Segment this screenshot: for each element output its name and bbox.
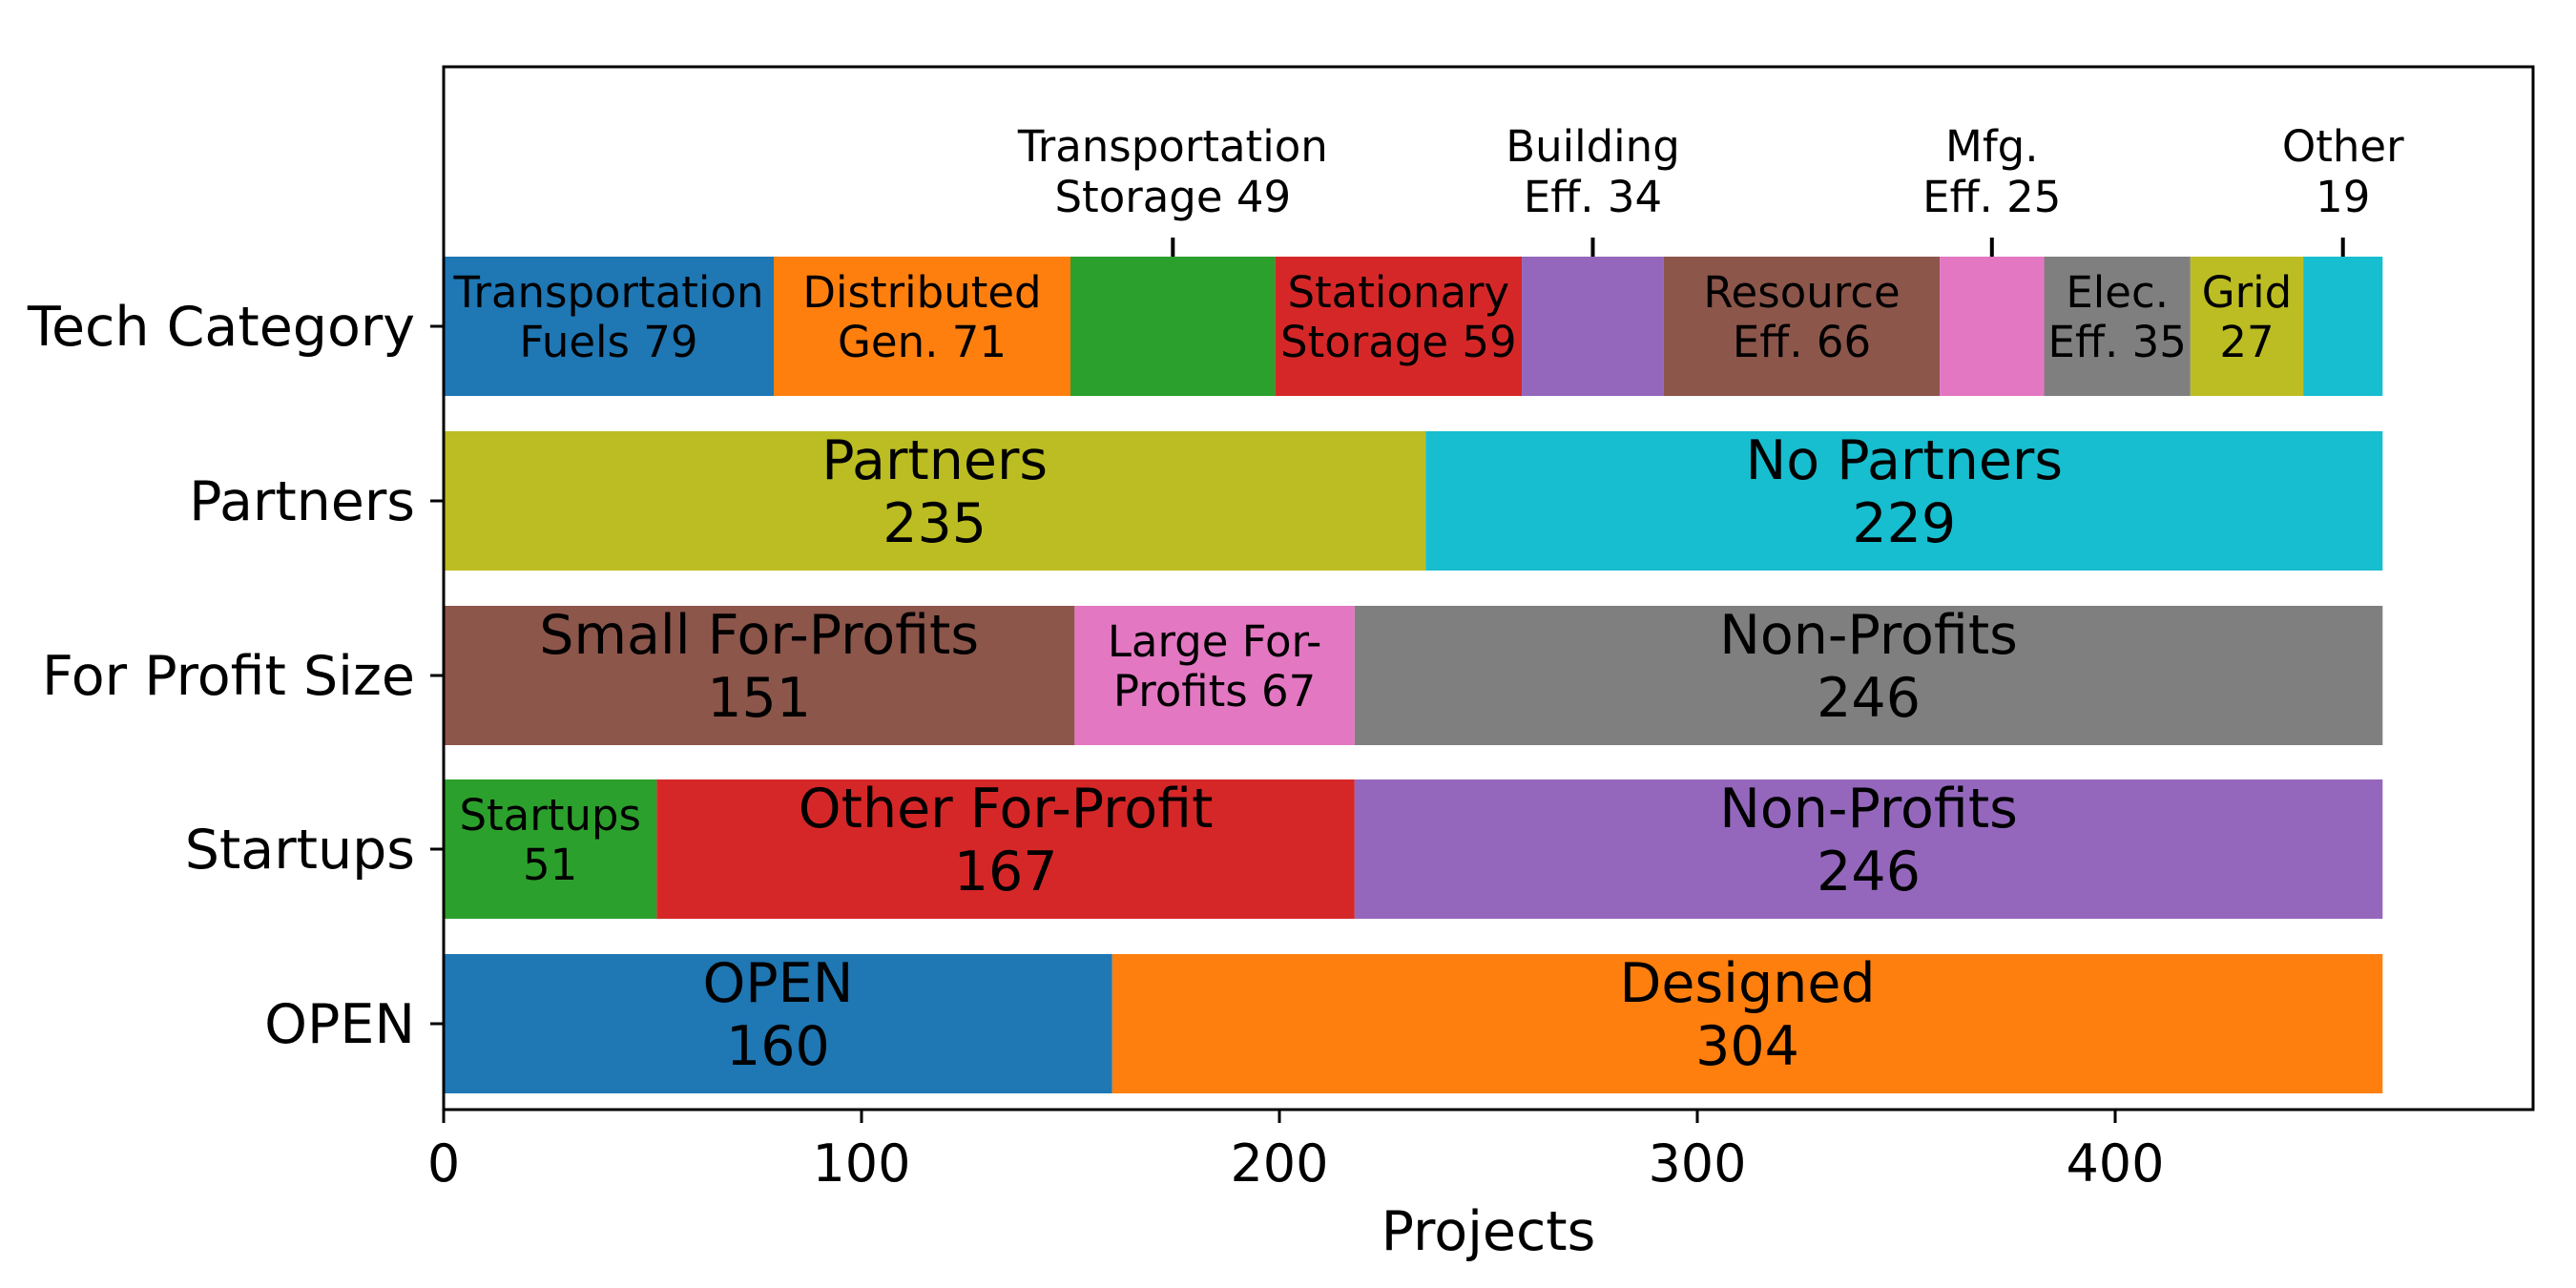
bar-label-tech-category-5-line1: Eff. 66	[1733, 317, 1871, 367]
bar-label-open-0-line1: 160	[726, 1015, 830, 1078]
bar-label-tech-category-3-line1: Storage 59	[1280, 317, 1517, 367]
bar-label-for-profit-size-1-line0: Large For-	[1108, 616, 1322, 667]
bar-label-partners-1-line1: 229	[1852, 492, 1956, 555]
bar-label-tech-category-1-line1: Gen. 71	[838, 317, 1007, 367]
y-tick-label-tech-category: Tech Category	[27, 296, 415, 359]
y-axis: Tech Category Partners For Profit Size Star…	[27, 296, 444, 1056]
bar-label-tech-category-8-line0: Grid	[2202, 267, 2292, 318]
bar-label-startups-1-line1: 167	[954, 841, 1058, 904]
bar-label-for-profit-size-0-line0: Small For-Profits	[539, 604, 979, 667]
bar-label-for-profit-size-1-line1: Profits 67	[1113, 666, 1316, 717]
callout-label-building-eff-34-line1: Eff. 34	[1524, 172, 1662, 222]
bar-label-startups-1-line0: Other For-Profit	[799, 778, 1214, 841]
bar-label-open-0-line0: OPEN	[702, 952, 853, 1015]
bar-label-startups-2-line1: 246	[1817, 841, 1921, 904]
x-tick-label-100: 100	[812, 1133, 910, 1194]
x-axis-title: Projects	[1381, 1200, 1596, 1263]
bar-label-for-profit-size-2-line0: Non-Profits	[1719, 604, 2018, 667]
x-tick-label-300: 300	[1648, 1133, 1746, 1194]
bar-label-tech-category-8-line1: 27	[2219, 317, 2274, 367]
y-tick-label-open: OPEN	[264, 993, 415, 1056]
bar-label-tech-category-5-line0: Resource	[1703, 267, 1900, 318]
bar-label-tech-category-0-line1: Fuels 79	[519, 317, 697, 367]
bar-label-tech-category-3-line0: Stationary	[1287, 267, 1509, 318]
callout-label-transportation-storage-49-line1: Storage 49	[1054, 172, 1291, 222]
callout-label-mfg-eff-25-line0: Mfg.	[1945, 121, 2039, 172]
bar-tech-category-building-eff-34	[1522, 257, 1664, 396]
bar-label-startups-0-line0: Startups	[459, 790, 640, 841]
bar-label-for-profit-size-0-line1: 151	[707, 667, 811, 730]
bar-label-tech-category-7-line0: Elec.	[2066, 267, 2169, 318]
callout-label-other-19-line0: Other	[2282, 121, 2404, 172]
bar-label-open-1-line1: 304	[1695, 1015, 1799, 1078]
bar-label-open-1-line0: Designed	[1620, 952, 1876, 1015]
bar-label-tech-category-7-line1: Eff. 35	[2048, 317, 2187, 367]
x-tick-label-200: 200	[1230, 1133, 1328, 1194]
bar-label-tech-category-1-line0: Distributed	[802, 267, 1041, 318]
callout-label-transportation-storage-49-line0: Transportation	[1017, 121, 1328, 172]
bar-label-partners-0-line0: Partners	[821, 429, 1048, 492]
callout-label-mfg-eff-25-line1: Eff. 25	[1922, 172, 2061, 222]
callout-label-building-eff-34-line0: Building	[1506, 121, 1680, 172]
bar-tech-category-mfg-eff-25	[1940, 257, 2045, 396]
x-tick-label-400: 400	[2066, 1133, 2164, 1194]
bar-label-startups-2-line0: Non-Profits	[1719, 778, 2018, 841]
callout-label-other-19-line1: 19	[2316, 172, 2370, 222]
x-tick-label-0: 0	[427, 1133, 460, 1194]
y-tick-label-partners: Partners	[189, 470, 415, 533]
bar-label-partners-1-line0: No Partners	[1746, 429, 2063, 492]
y-tick-label-startups: Startups	[185, 819, 415, 882]
bar-tech-category-transportation-storage-49	[1070, 257, 1276, 396]
bar-label-startups-0-line1: 51	[523, 840, 577, 890]
bar-label-for-profit-size-2-line1: 246	[1817, 667, 1921, 730]
y-tick-label-for-profit-size: For Profit Size	[42, 645, 415, 708]
x-axis: 0 100 200 300 400	[427, 1110, 2165, 1194]
bar-label-tech-category-0-line0: Transportation	[453, 267, 764, 318]
bar-label-partners-0-line1: 235	[883, 492, 987, 555]
bar-tech-category-other-19	[2303, 257, 2382, 396]
